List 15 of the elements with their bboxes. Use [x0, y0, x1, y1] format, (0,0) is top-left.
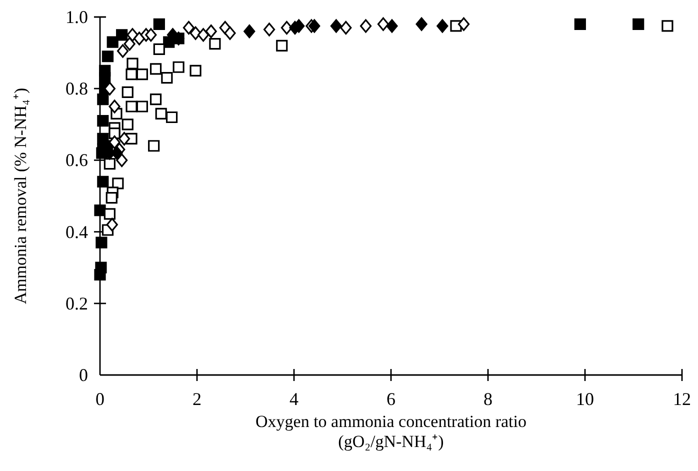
y-tick-label: 0.8 — [66, 78, 88, 99]
x-tick-label: 10 — [576, 389, 594, 409]
x-tick-label: 0 — [96, 389, 104, 409]
x-axis-title: Oxygen to ammonia concentration ratio (gO₂/gN-NH₄⁺) — [256, 412, 526, 451]
x-tick-label: 2 — [192, 389, 202, 409]
x-tick-label: 12 — [673, 389, 691, 409]
y-axis-title: Ammonia removal (% N-NH₄⁺) — [11, 88, 30, 304]
y-tick-label: 1.0 — [66, 7, 88, 27]
x-tick-label: 6 — [386, 389, 396, 409]
y-tick-label: 0.2 — [66, 293, 88, 314]
x-tick-label: 8 — [484, 389, 492, 409]
y-tick-label: 0 — [79, 365, 88, 385]
y-tick-label: 0.4 — [66, 222, 88, 242]
x-tick-label: 4 — [290, 389, 298, 409]
y-tick-label: 0.6 — [66, 150, 88, 170]
